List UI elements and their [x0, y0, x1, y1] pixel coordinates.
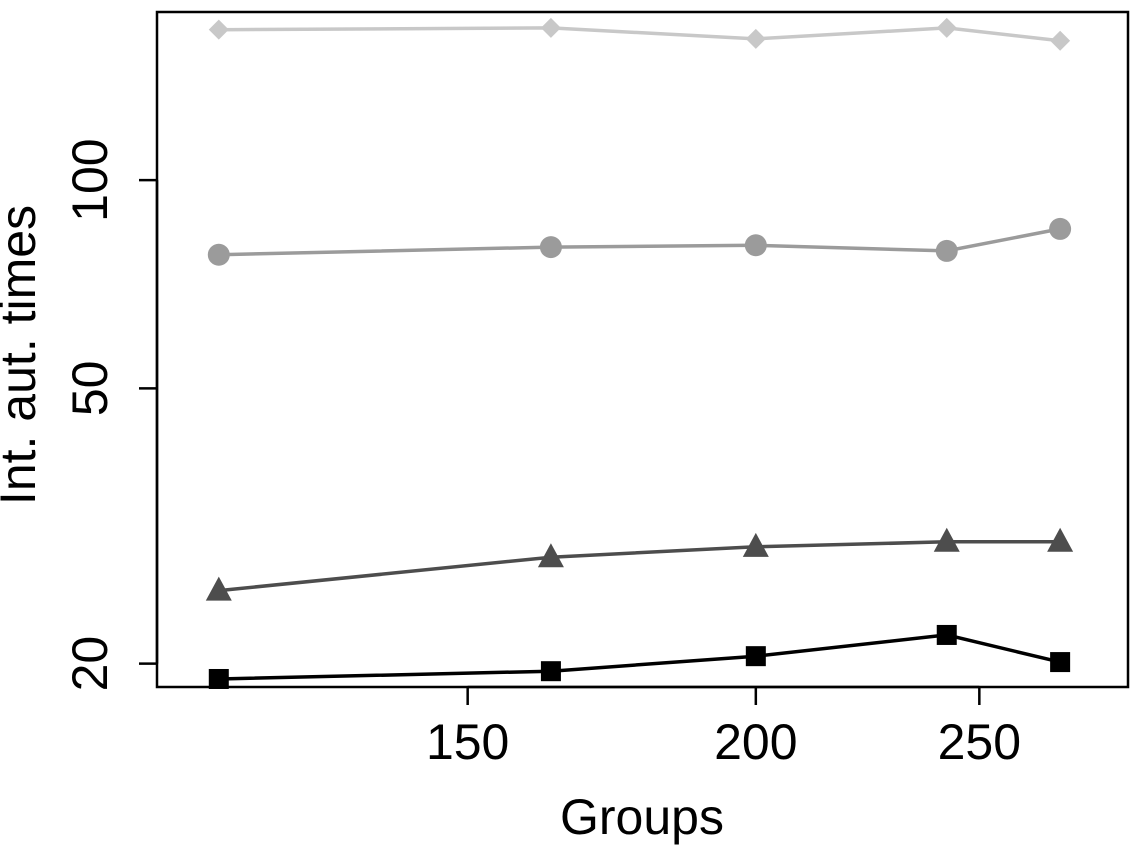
x-tick-label-200: 200 — [714, 714, 797, 770]
series-diamond — [208, 17, 1071, 51]
data-point-circle-2 — [539, 236, 562, 259]
y-axis: 20 50 100 — [62, 138, 159, 692]
plot-frame — [155, 10, 1130, 689]
x-axis: 150 200 250 — [426, 685, 1021, 770]
data-point-diamond-2 — [540, 17, 561, 38]
y-tick-label-50: 50 — [62, 361, 118, 417]
x-tick-label-250: 250 — [938, 714, 1021, 770]
y-axis-title: Int. aut. times — [0, 205, 46, 505]
data-point-circle-3 — [744, 234, 767, 257]
data-point-triangle-1 — [205, 576, 232, 601]
series-layer — [205, 17, 1074, 689]
series-line-square — [218, 633, 1061, 681]
series-line-circle — [218, 227, 1061, 257]
data-point-diamond-3 — [745, 28, 766, 49]
data-point-triangle-3 — [742, 532, 769, 557]
y-tick-label-100: 100 — [62, 138, 118, 221]
data-point-circle-1 — [207, 243, 230, 266]
data-point-triangle-2 — [537, 543, 564, 568]
data-point-square-2 — [540, 661, 561, 682]
data-point-square-3 — [745, 646, 766, 667]
series-line-triangle — [218, 540, 1061, 593]
data-point-square-4 — [936, 624, 957, 645]
series-line-diamond — [218, 26, 1061, 43]
data-point-diamond-5 — [1050, 30, 1071, 51]
data-point-diamond-4 — [936, 17, 957, 38]
data-point-triangle-4 — [933, 527, 960, 552]
data-point-square-1 — [208, 668, 229, 689]
series-square — [208, 624, 1071, 689]
data-point-circle-4 — [935, 239, 958, 262]
series-triangle — [205, 527, 1074, 601]
data-point-square-5 — [1050, 652, 1071, 673]
y-tick-label-20: 20 — [62, 636, 118, 692]
data-point-circle-5 — [1049, 217, 1072, 240]
x-tick-label-150: 150 — [426, 714, 509, 770]
data-point-diamond-1 — [208, 19, 229, 40]
x-axis-title: Groups — [560, 789, 724, 845]
data-point-triangle-5 — [1047, 527, 1074, 552]
series-circle — [207, 217, 1072, 266]
